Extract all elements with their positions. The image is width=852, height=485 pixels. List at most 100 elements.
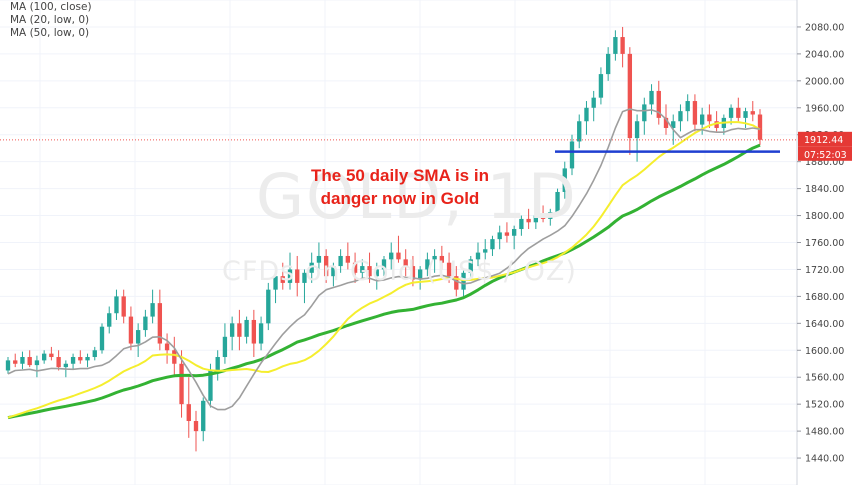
candle-body [251, 319, 257, 344]
price-tick-label: 1720.00 [805, 265, 844, 276]
candle-body [540, 215, 546, 219]
price-tick-label: 1560.00 [805, 373, 844, 384]
candle-body [70, 357, 76, 364]
candle-body [302, 272, 307, 283]
grid-lines [0, 0, 801, 485]
candle-body [620, 37, 625, 54]
candle-body [164, 343, 170, 351]
candle-body [107, 313, 112, 327]
candle-body [186, 404, 191, 422]
candle-body [41, 353, 47, 361]
watermark-symbol: GOLD, 1D [256, 160, 578, 233]
candle-body [237, 323, 242, 337]
price-tick-label: 2080.00 [805, 22, 844, 33]
candle-body [128, 316, 134, 344]
candle-body [757, 114, 763, 140]
candle-body [743, 111, 748, 118]
candle-body [13, 360, 18, 364]
price-tick-label: 1840.00 [805, 184, 844, 195]
candle-body [172, 350, 177, 364]
candle-body [287, 269, 293, 283]
candle-body [20, 357, 25, 364]
candle-body [63, 363, 69, 368]
candle-body [56, 357, 61, 368]
candle-body [714, 121, 719, 128]
candle-body [396, 252, 401, 260]
candle-body [613, 37, 618, 54]
candle-body [728, 107, 734, 118]
candle-body [273, 276, 278, 290]
price-tick-label: 1480.00 [805, 427, 844, 438]
price-axis-background [797, 0, 852, 485]
candle-body [584, 107, 589, 122]
candle-body [179, 363, 184, 405]
price-tick-label: 1440.00 [805, 454, 844, 465]
price-axis[interactable]: 1440.00 1480.00 1520.00 1560.00 1600.00 1640.… [796, 0, 852, 485]
candle-body [27, 357, 32, 366]
candle-body [338, 255, 343, 267]
candle-body [432, 255, 437, 260]
candle-body [446, 262, 452, 277]
candle-body [85, 357, 90, 361]
candle-body [345, 255, 351, 263]
candle-body [634, 121, 640, 139]
price-tick-label: 1800.00 [805, 211, 844, 222]
countdown-badge [798, 146, 852, 161]
candle-body [280, 276, 285, 283]
candle-body [439, 255, 445, 263]
candle-body [511, 229, 517, 236]
price-tick-label: 1600.00 [805, 346, 844, 357]
candle-body [208, 370, 213, 401]
candle-body [671, 121, 676, 128]
candle-body [526, 218, 531, 223]
candle-body [591, 97, 596, 108]
candle-body [519, 218, 524, 230]
price-badge-value: 1912.44 [804, 135, 843, 146]
candle-body [352, 262, 358, 273]
candle-body [201, 400, 206, 432]
price-tick-label: 1960.00 [805, 103, 844, 114]
candle-body [598, 74, 604, 98]
candle-body [497, 232, 502, 240]
candle-body [750, 111, 755, 115]
legend-ma50[interactable]: MA (50, low, 0) [10, 27, 90, 39]
candle-body [381, 259, 387, 270]
candle-body [417, 269, 423, 280]
annotation-line-1: The 50 daily SMA is in [311, 166, 489, 185]
candle-body [143, 316, 148, 331]
candle-body [258, 323, 264, 344]
price-tick-label: 1880.00 [805, 157, 844, 168]
countdown-badge-value: 07:52:03 [804, 150, 847, 161]
candle-body [331, 266, 336, 277]
ma50-line [7, 121, 761, 419]
candle-body [78, 357, 83, 361]
legend-ma20[interactable]: MA (20, low, 0) [10, 14, 90, 26]
ma20-line [7, 108, 761, 411]
candle-body [135, 330, 141, 344]
chart-annotation: The 50 daily SMA is in danger now in Gol… [300, 164, 500, 210]
candle-body [475, 252, 481, 260]
legend-ma100[interactable]: MA (100, close) [10, 1, 92, 13]
candle-body [99, 326, 105, 351]
candle-body [157, 303, 163, 344]
candle-body [244, 319, 249, 337]
candle-body [461, 272, 466, 290]
price-tick-label: 2000.00 [805, 76, 844, 87]
candle-body [309, 262, 314, 273]
candle-body [374, 269, 379, 277]
candle-body [483, 249, 488, 253]
price-badge [798, 131, 852, 147]
candle-body [403, 259, 408, 267]
candle-body [266, 289, 271, 324]
watermark-description: CFDs on Gold (US$ / OZ) [222, 256, 577, 287]
candle-body [649, 90, 654, 105]
candle-body [49, 353, 54, 358]
candle-body [229, 323, 235, 337]
candle-body [92, 350, 97, 358]
candle-body [736, 107, 741, 118]
candle-body [707, 114, 712, 122]
candle-body [114, 296, 119, 314]
candle-body [555, 191, 560, 213]
candle-body [150, 303, 155, 317]
